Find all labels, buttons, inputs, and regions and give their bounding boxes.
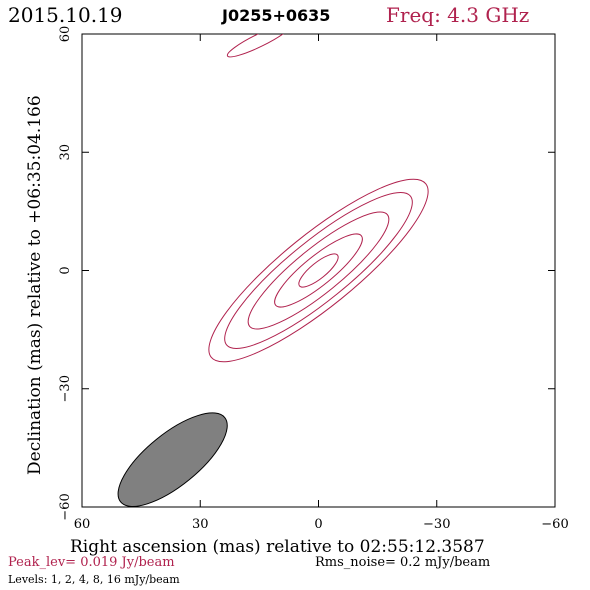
peak-level: Peak_lev= 0.019 Jy/beam [8,555,175,570]
y-axis-label: Declination (mas) relative to +06:35:04.… [25,95,45,475]
contour-level-1 [208,178,429,363]
contour-levels: Levels: 1, 2, 4, 8, 16 mJy/beam [8,573,180,586]
x-tick-label: 30 [192,517,209,532]
plot-frame [81,33,556,508]
x-tick-label: −60 [541,517,568,532]
y-tick-label: −60 [58,493,73,520]
contour-level-4 [247,211,390,330]
edge-contour-group [226,34,292,58]
x-axis-label: Right ascension (mas) relative to 02:55:… [70,537,485,557]
frequency-label: Freq: 4.3 GHz [386,3,529,27]
x-tick-label: 60 [74,517,91,532]
source-contours [208,178,429,363]
edge-contour [226,34,292,58]
beam-group [117,412,228,507]
y-tick-label: 60 [58,26,73,43]
contour-level-16 [298,253,339,288]
x-tick-label: 0 [314,517,322,532]
contour-level-2 [224,192,413,349]
rms-noise: Rms_noise= 0.2 mJy/beam [315,555,490,570]
y-tick-labels: −60 −30 0 30 60 [58,26,73,521]
contour-level-8 [274,233,363,308]
y-tick-label: 0 [58,266,73,274]
y-tick-label: 30 [58,144,73,161]
x-tick-label: −30 [423,517,450,532]
source-name: J0255+0635 [221,6,330,25]
x-tick-labels: 60 30 0 −30 −60 [74,517,569,532]
observation-date: 2015.10.19 [8,3,123,27]
beam-ellipse [117,412,228,507]
axis-ticks [81,33,556,508]
y-tick-label: −30 [58,375,73,402]
